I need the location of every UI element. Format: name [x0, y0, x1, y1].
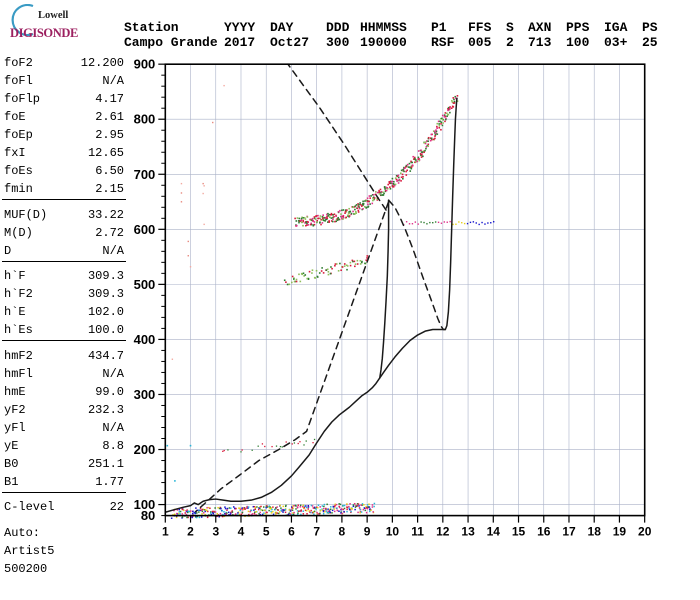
- svg-text:14: 14: [487, 525, 501, 539]
- svg-text:7: 7: [313, 525, 320, 539]
- svg-text:200: 200: [134, 442, 156, 457]
- svg-text:18: 18: [588, 525, 602, 539]
- svg-text:6: 6: [288, 525, 295, 539]
- svg-text:20: 20: [638, 525, 652, 539]
- svg-text:10: 10: [386, 525, 400, 539]
- svg-text:15: 15: [512, 525, 526, 539]
- svg-text:5: 5: [263, 525, 270, 539]
- svg-text:9: 9: [364, 525, 371, 539]
- svg-text:2: 2: [187, 525, 194, 539]
- svg-text:400: 400: [134, 332, 156, 347]
- svg-text:19: 19: [613, 525, 627, 539]
- svg-text:13: 13: [461, 525, 475, 539]
- svg-text:11: 11: [411, 525, 424, 539]
- svg-text:12: 12: [436, 525, 450, 539]
- svg-text:700: 700: [134, 167, 156, 182]
- svg-text:3: 3: [212, 525, 219, 539]
- svg-text:8: 8: [339, 525, 346, 539]
- svg-text:17: 17: [562, 525, 576, 539]
- svg-text:800: 800: [134, 112, 156, 127]
- svg-text:500: 500: [134, 277, 156, 292]
- svg-text:1: 1: [162, 525, 169, 539]
- svg-text:300: 300: [134, 387, 156, 402]
- svg-text:900: 900: [134, 57, 156, 72]
- svg-text:16: 16: [537, 525, 551, 539]
- svg-text:600: 600: [134, 222, 156, 237]
- svg-text:80: 80: [141, 508, 155, 523]
- svg-text:4: 4: [238, 525, 245, 539]
